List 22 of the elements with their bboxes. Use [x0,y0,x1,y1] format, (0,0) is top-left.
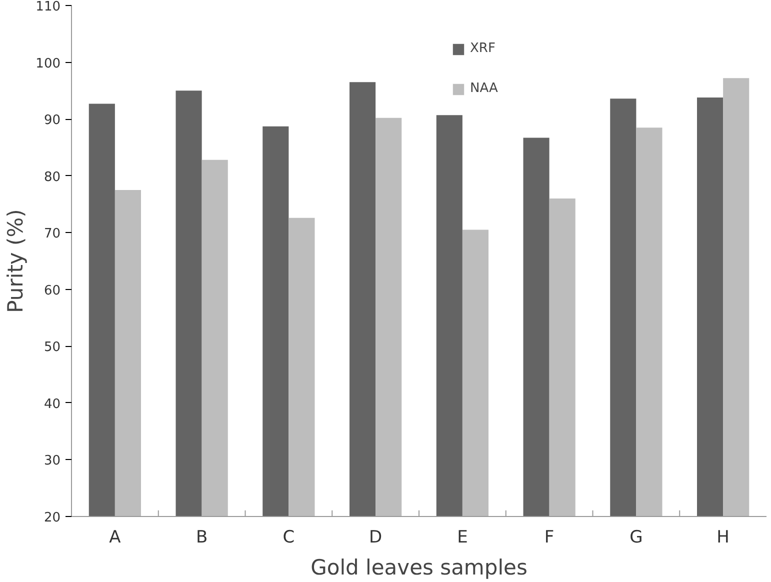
y-tick-label: 110 [36,0,61,14]
y-tick-label: 60 [44,283,61,298]
x-tick-label: A [109,528,122,548]
y-tick-label: 30 [44,454,61,469]
x-tick-label: H [716,528,730,548]
y-tick-label: 50 [44,340,61,356]
x-tick-label: F [544,528,554,548]
legend-label: NAA [470,81,498,96]
y-tick-label: 70 [44,226,61,242]
x-axis-title: Gold leaves samples [310,556,528,580]
x-tick-label: B [196,528,208,548]
x-tick-label: D [369,528,382,548]
y-tick-label: 20 [44,510,61,526]
x-tick-label: C [282,528,295,548]
legend-label: XRF [470,41,496,56]
y-tick-label: 100 [36,56,61,72]
y-tick-label: 40 [44,396,61,412]
y-tick-label: 80 [44,170,61,185]
x-tick-label: E [457,528,468,548]
y-tick-label: 90 [44,113,61,128]
x-tick-label: G [630,528,643,548]
y-axis-title: Purity (%) [4,209,28,313]
